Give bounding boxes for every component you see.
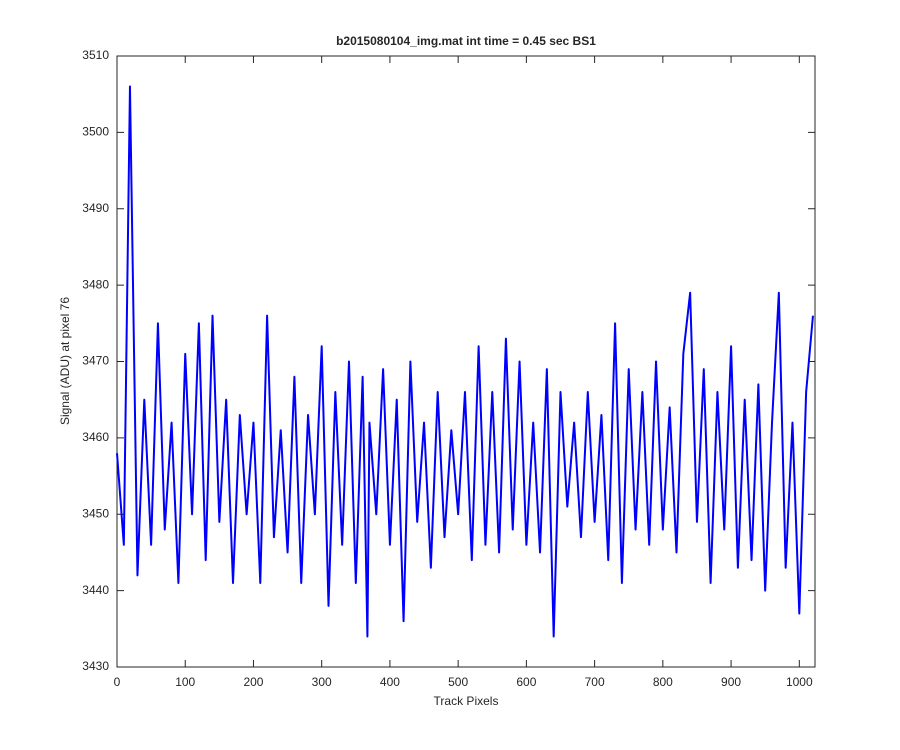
- y-tick-label: 3490: [82, 201, 109, 215]
- y-tick-label: 3500: [82, 125, 109, 139]
- y-tick-label: 3460: [82, 430, 109, 444]
- x-tick-label: 300: [312, 675, 332, 689]
- chart-title: b2015080104_img.mat int time = 0.45 sec …: [336, 34, 596, 48]
- y-tick-label: 3480: [82, 277, 109, 291]
- y-tick-label: 3470: [82, 354, 109, 368]
- x-tick-label: 1000: [786, 675, 813, 689]
- x-tick-label: 600: [516, 675, 536, 689]
- y-tick-label: 3430: [82, 659, 109, 673]
- x-tick-label: 800: [653, 675, 673, 689]
- y-axis-label: Signal (ADU) at pixel 76: [58, 297, 72, 425]
- y-tick-label: 3450: [82, 506, 109, 520]
- x-tick-label: 400: [380, 675, 400, 689]
- x-tick-label: 700: [585, 675, 605, 689]
- x-tick-label: 200: [243, 675, 263, 689]
- x-tick-label: 100: [175, 675, 195, 689]
- x-tick-label: 500: [448, 675, 468, 689]
- y-tick-label: 3440: [82, 583, 109, 597]
- data-line: [116, 85, 814, 638]
- x-tick-label: 0: [114, 675, 121, 689]
- x-tick-label: 900: [721, 675, 741, 689]
- y-tick-label: 3510: [82, 48, 109, 62]
- x-axis-label: Track Pixels: [434, 694, 499, 708]
